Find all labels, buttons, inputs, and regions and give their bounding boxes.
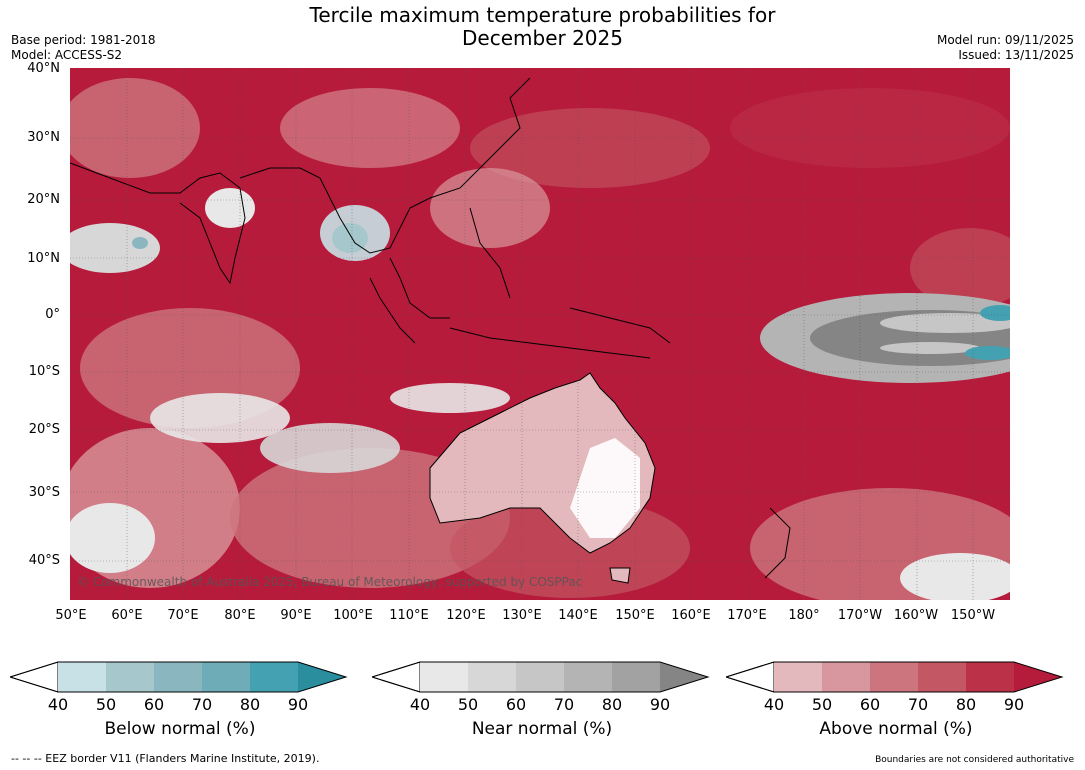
- lon-label: 70°E: [167, 608, 199, 623]
- meta-right: Model run: 09/11/2025 Issued: 13/11/2025: [937, 33, 1074, 63]
- colorbar-swatch: [870, 662, 918, 692]
- lat-label: 0°: [45, 307, 60, 322]
- model-name: Model: ACCESS-S2: [11, 48, 123, 62]
- colorbar-title: Below normal (%): [104, 719, 256, 739]
- lat-label: 20°N: [27, 192, 60, 207]
- colorbar-swatch: [564, 662, 612, 692]
- colorbar-title: Above normal (%): [819, 719, 973, 739]
- colorbar-swatch: [822, 662, 870, 692]
- colorbar-title: Near normal (%): [471, 719, 613, 739]
- lon-label: 100°E: [333, 608, 373, 623]
- lon-label: 180°: [788, 608, 820, 623]
- lon-label: 50°E: [55, 608, 87, 623]
- colorbar-tick: 80: [955, 695, 977, 714]
- lon-label: 150°E: [615, 608, 655, 623]
- colorbar-above: [724, 660, 1066, 695]
- map-credit: © Commonwealth of Australia 2025, Bureau…: [77, 575, 583, 589]
- lon-label: 170°W: [837, 608, 883, 623]
- colorbar-tick: 70: [553, 695, 575, 714]
- colorbar-swatch: [612, 662, 660, 692]
- colorbar-tick: 90: [649, 695, 671, 714]
- colorbar-tick: 60: [143, 695, 165, 714]
- lon-label: 90°E: [280, 608, 312, 623]
- colorbar-swatch: [420, 662, 468, 692]
- colorbar-swatch: [774, 662, 822, 692]
- colorbar-below: [8, 660, 350, 695]
- colorbar-swatch: [106, 662, 154, 692]
- issued-date: Issued: 13/11/2025: [958, 48, 1074, 62]
- meta-left: Base period: 1981-2018 Model: ACCESS-S2: [11, 33, 156, 63]
- colorbar-swatch: [250, 662, 298, 692]
- lon-label: 80°E: [224, 608, 256, 623]
- colorbar-tick: 70: [191, 695, 213, 714]
- colorbar-swatch: [966, 662, 1014, 692]
- colorbar-tick: 60: [505, 695, 527, 714]
- graticule: [70, 68, 1010, 600]
- lat-label: 40°S: [28, 553, 60, 568]
- colorbar-tick: 40: [763, 695, 785, 714]
- colorbar-swatch: [58, 662, 106, 692]
- base-period: Base period: 1981-2018: [11, 33, 156, 47]
- colorbar-below-svg: [8, 661, 348, 693]
- lon-label: 160°W: [893, 608, 939, 623]
- colorbar-tick: 40: [409, 695, 431, 714]
- lon-label: 150°W: [950, 608, 996, 623]
- colorbar-swatch: [516, 662, 564, 692]
- map-area: [70, 68, 1010, 600]
- lon-label: 120°E: [446, 608, 486, 623]
- colorbar-tick: 40: [47, 695, 69, 714]
- map-title: Tercile maximum temperature probabilitie…: [309, 3, 776, 50]
- colorbar-swatch: [202, 662, 250, 692]
- lon-label: 60°E: [111, 608, 143, 623]
- colorbar-tick: 50: [811, 695, 833, 714]
- lon-label: 130°E: [502, 608, 542, 623]
- colorbar-swatch: [660, 662, 708, 692]
- colorbar-tick: 50: [95, 695, 117, 714]
- colorbar-above-svg: [724, 661, 1064, 693]
- colorbar-tick: 70: [907, 695, 929, 714]
- colorbar-near: [370, 660, 712, 695]
- colorbar-tick: 90: [287, 695, 309, 714]
- lat-label: 40°N: [27, 61, 60, 76]
- lat-label: 10°S: [28, 364, 60, 379]
- eez-legend: -- -- -- EEZ border V11 (Flanders Marine…: [11, 752, 320, 765]
- australia-landmass: [429, 372, 656, 584]
- probability-field-near: [70, 188, 1010, 600]
- colorbar-swatch: [918, 662, 966, 692]
- model-run: Model run: 09/11/2025: [936, 33, 1074, 47]
- colorbar-tick: 90: [1003, 695, 1025, 714]
- lat-label: 20°S: [28, 422, 60, 437]
- colorbar-swatch: [154, 662, 202, 692]
- colorbar-tick: 50: [457, 695, 479, 714]
- asia-landmass: [70, 77, 791, 579]
- colorbar-tick: 60: [859, 695, 881, 714]
- lon-label: 160°E: [671, 608, 711, 623]
- lat-label: 10°N: [27, 251, 60, 266]
- lat-label: 30°S: [28, 485, 60, 500]
- colorbar-swatch: [468, 662, 516, 692]
- lon-label: 170°E: [727, 608, 767, 623]
- colorbar-tick: 80: [601, 695, 623, 714]
- map-svg: [70, 68, 1010, 600]
- colorbar-near-svg: [370, 661, 710, 693]
- colorbar-tick: 80: [239, 695, 261, 714]
- lon-label: 110°E: [389, 608, 429, 623]
- lon-label: 140°E: [558, 608, 598, 623]
- boundary-disclaimer: Boundaries are not considered authoritat…: [875, 755, 1074, 765]
- lat-label: 30°N: [27, 130, 60, 145]
- colorbar-swatch: [298, 662, 346, 692]
- colorbar-swatch: [1014, 662, 1062, 692]
